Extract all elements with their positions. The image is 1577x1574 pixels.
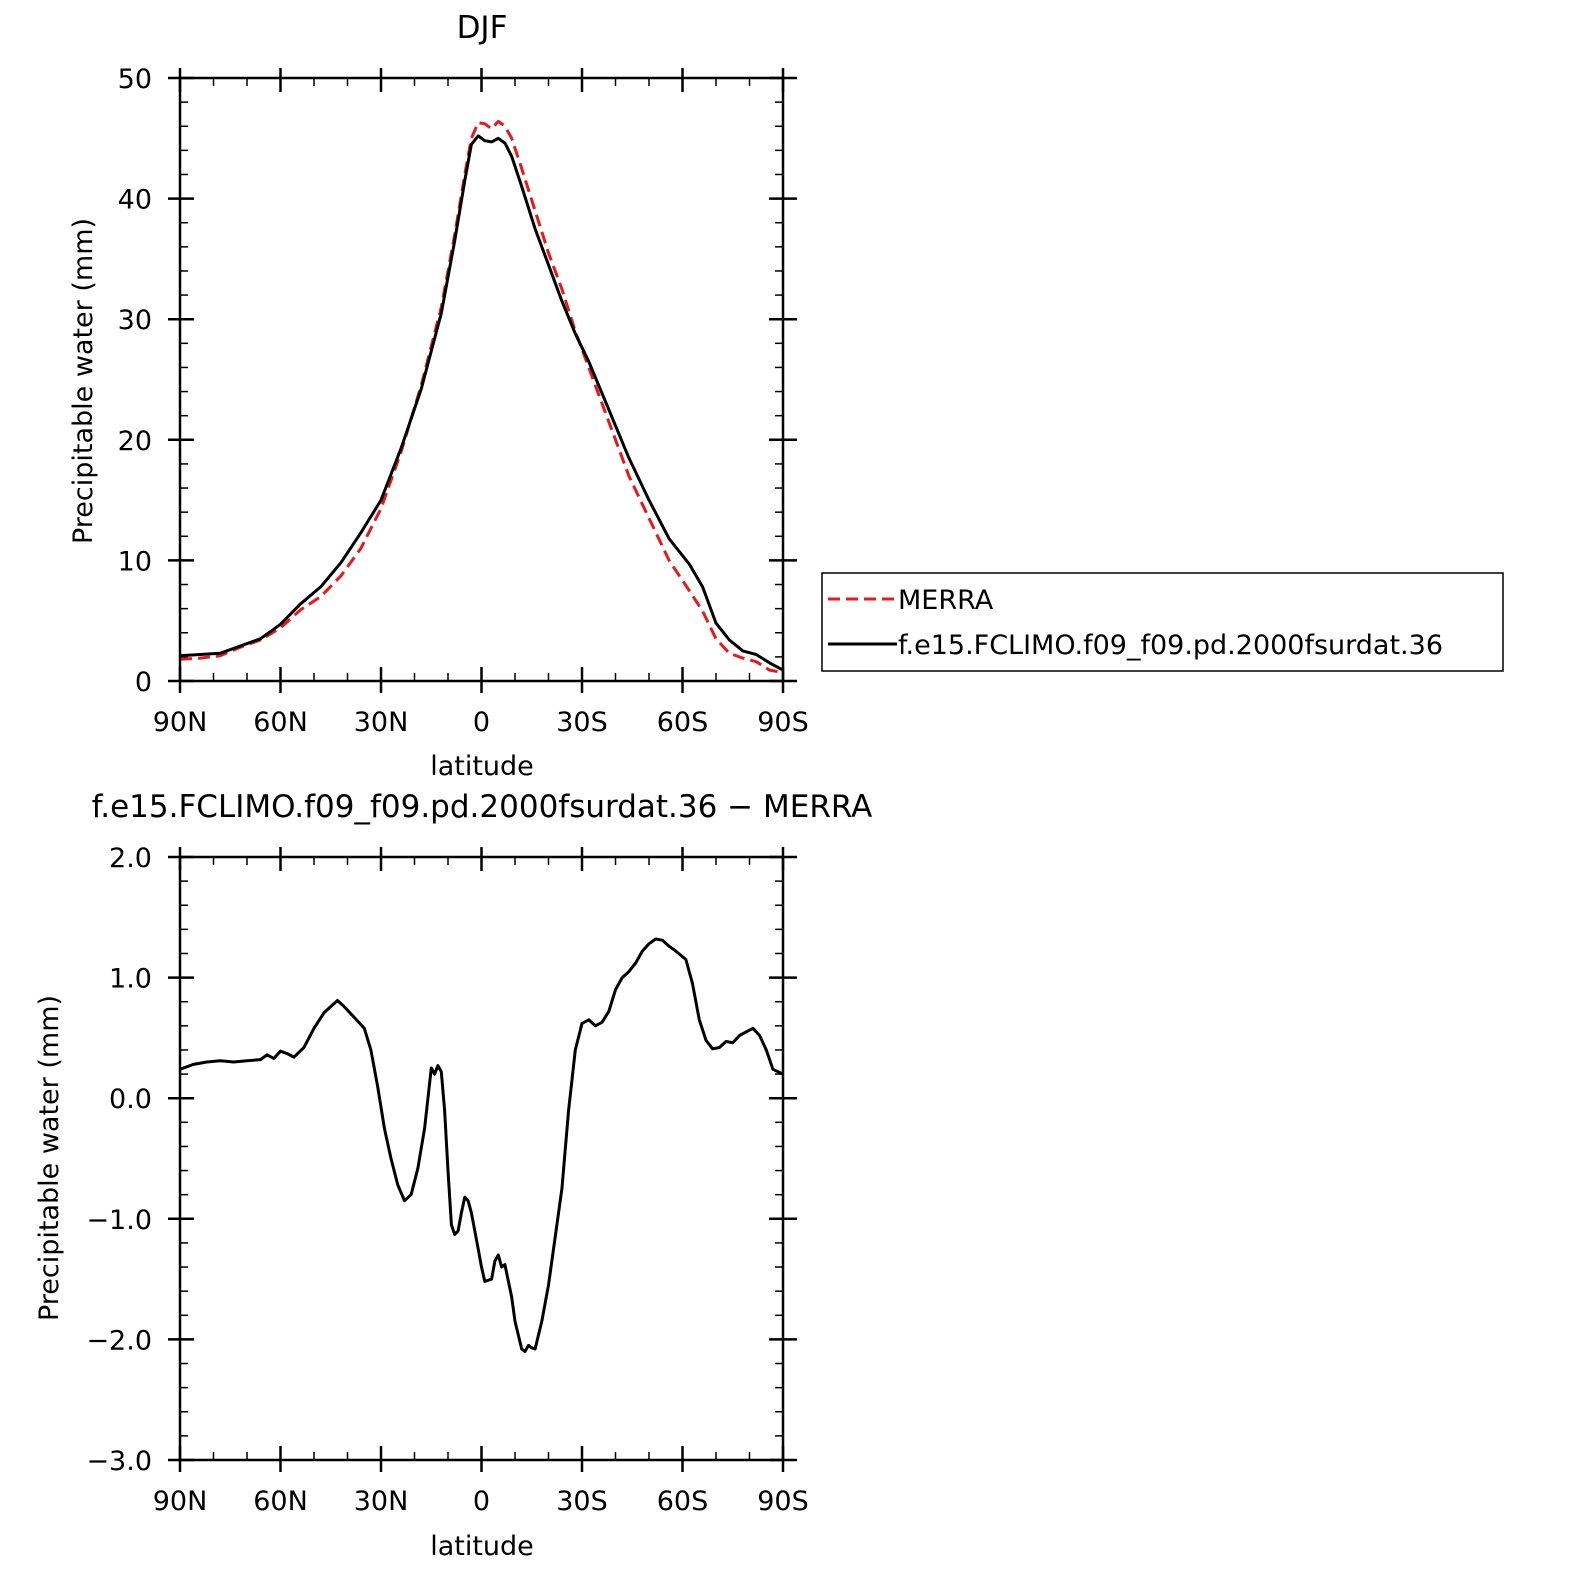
legend-box xyxy=(821,572,1504,672)
legend-label-model: f.e15.FCLIMO.f09_f09.pd.2000fsurdat.36 xyxy=(898,630,1443,661)
y-tick-label: −1.0 xyxy=(86,1205,152,1236)
y-tick-label: 0 xyxy=(135,667,152,698)
x-tick-label: 90S xyxy=(757,1486,809,1517)
y-tick-label: 30 xyxy=(118,305,152,336)
bottom-y-axis-label: Precipitable water (mm) xyxy=(34,995,65,1321)
bottom-x-axis-label: latitude xyxy=(430,1531,534,1562)
y-tick-label: 50 xyxy=(118,64,152,95)
legend-label-merra: MERRA xyxy=(898,585,994,616)
top-chart-title: DJF xyxy=(457,10,508,46)
y-tick-label: 2.0 xyxy=(109,843,152,874)
legend: MERRA f.e15.FCLIMO.f09_f09.pd.2000fsurda… xyxy=(821,572,1504,672)
series-line-merra xyxy=(179,119,784,675)
x-tick-label: 90N xyxy=(153,1486,208,1517)
bottom-plot-frame xyxy=(178,855,785,1462)
y-tick-label: 1.0 xyxy=(109,964,152,995)
x-tick-label: 60N xyxy=(253,1486,308,1517)
bottom-series-lines xyxy=(179,937,784,1353)
y-tick-label: 40 xyxy=(118,185,152,216)
bottom-chart-title: f.e15.FCLIMO.f09_f09.pd.2000fsurdat.36 −… xyxy=(92,789,873,825)
x-tick-label: 60S xyxy=(657,1486,709,1517)
x-tick-label: 0 xyxy=(473,707,490,738)
y-tick-label: 10 xyxy=(118,546,152,577)
top-x-axis-label: latitude xyxy=(430,751,534,782)
x-tick-label: 30N xyxy=(354,1486,409,1517)
x-tick-label: 30N xyxy=(354,707,409,738)
y-tick-label: −2.0 xyxy=(86,1325,152,1356)
top-axis-ticks: 90N 60N 30N 0 30S 60S 90S 0 10 20 30 40 50 xyxy=(118,64,809,738)
x-tick-label: 0 xyxy=(473,1486,490,1517)
difference-line xyxy=(179,937,784,1353)
x-tick-label: 30S xyxy=(556,1486,608,1517)
x-tick-label: 90N xyxy=(153,707,208,738)
top-series-lines xyxy=(179,119,784,675)
x-tick-label: 60S xyxy=(657,707,709,738)
bottom-axis-ticks: 90N 60N 30N 0 30S 60S 90S −3.0 −2.0 −1.0 0.0 1.0 2.0 xyxy=(86,843,808,1517)
y-tick-label: −3.0 xyxy=(86,1446,152,1477)
y-tick-label: 20 xyxy=(118,426,152,457)
top-plot-frame xyxy=(178,76,785,683)
y-tick-label: 0.0 xyxy=(109,1084,152,1115)
difference-panel: f.e15.FCLIMO.f09_f09.pd.2000fsurdat.36 −… xyxy=(34,789,872,1562)
x-tick-label: 30S xyxy=(556,707,608,738)
x-tick-label: 90S xyxy=(757,707,809,738)
top-y-axis-label: Precipitable water (mm) xyxy=(68,218,99,544)
x-tick-label: 60N xyxy=(253,707,308,738)
series-line-model xyxy=(179,134,784,672)
climatology-panel: DJF Precipitable water (mm) latitude 90N… xyxy=(68,10,809,782)
